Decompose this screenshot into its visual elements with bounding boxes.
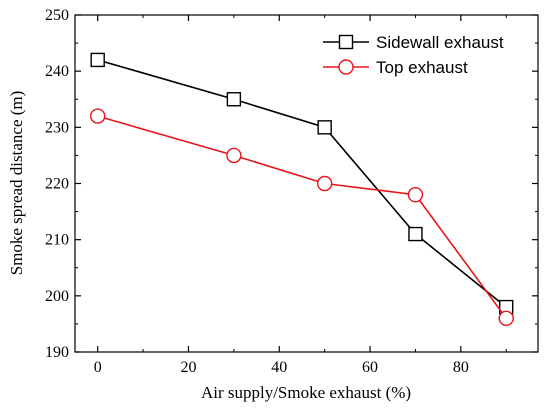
axis-ticks: 0 20 40 60 80 190 200 210 220 230 240 250 [45,7,538,376]
x-axis-title: Air supply/Smoke exhaust (%) [201,383,411,402]
series-layer [89,52,514,326]
data-point-top-exhaust [407,187,424,203]
plot-frame [74,14,539,353]
x-tick-label: 80 [453,359,469,376]
x-tick-label: 0 [94,359,102,376]
data-point-sidewall-exhaust [90,52,105,68]
series-sidewall-exhaust [90,52,514,315]
legend-label-sidewall-exhaust: Sidewall exhaust [376,33,504,52]
y-tick-label: 250 [45,7,69,24]
x-tick-label: 20 [180,359,196,376]
legend-marker-top-exhaust [338,59,354,75]
series-line-sidewall-exhaust [97,59,507,308]
legend-item-top-exhaust: Top exhaust [323,58,468,77]
y-tick-label: 210 [45,232,69,249]
series-line-top-exhaust [97,115,507,319]
legend: Sidewall exhaust Top exhaust [323,33,504,77]
legend-marker-sidewall-exhaust [338,34,354,50]
data-point-sidewall-exhaust [408,226,423,242]
data-point-sidewall-exhaust [226,92,242,107]
legend-label-top-exhaust: Top exhaust [376,58,468,77]
y-tick-label: 220 [45,176,69,193]
x-tick-label: 60 [362,359,378,376]
series-top-exhaust [89,108,514,326]
data-point-top-exhaust [498,310,514,326]
y-tick-label: 230 [45,119,69,136]
y-axis-title: Smoke spread distance (m) [7,91,26,276]
legend-item-sidewall-exhaust: Sidewall exhaust [323,33,504,52]
x-tick-label: 40 [271,359,287,376]
data-point-top-exhaust [226,147,242,164]
data-point-sidewall-exhaust [317,120,332,135]
y-tick-label: 200 [45,288,69,305]
y-tick-label: 240 [45,63,69,80]
data-point-top-exhaust [89,108,106,124]
data-point-top-exhaust [316,175,333,192]
y-tick-label: 190 [45,344,69,361]
